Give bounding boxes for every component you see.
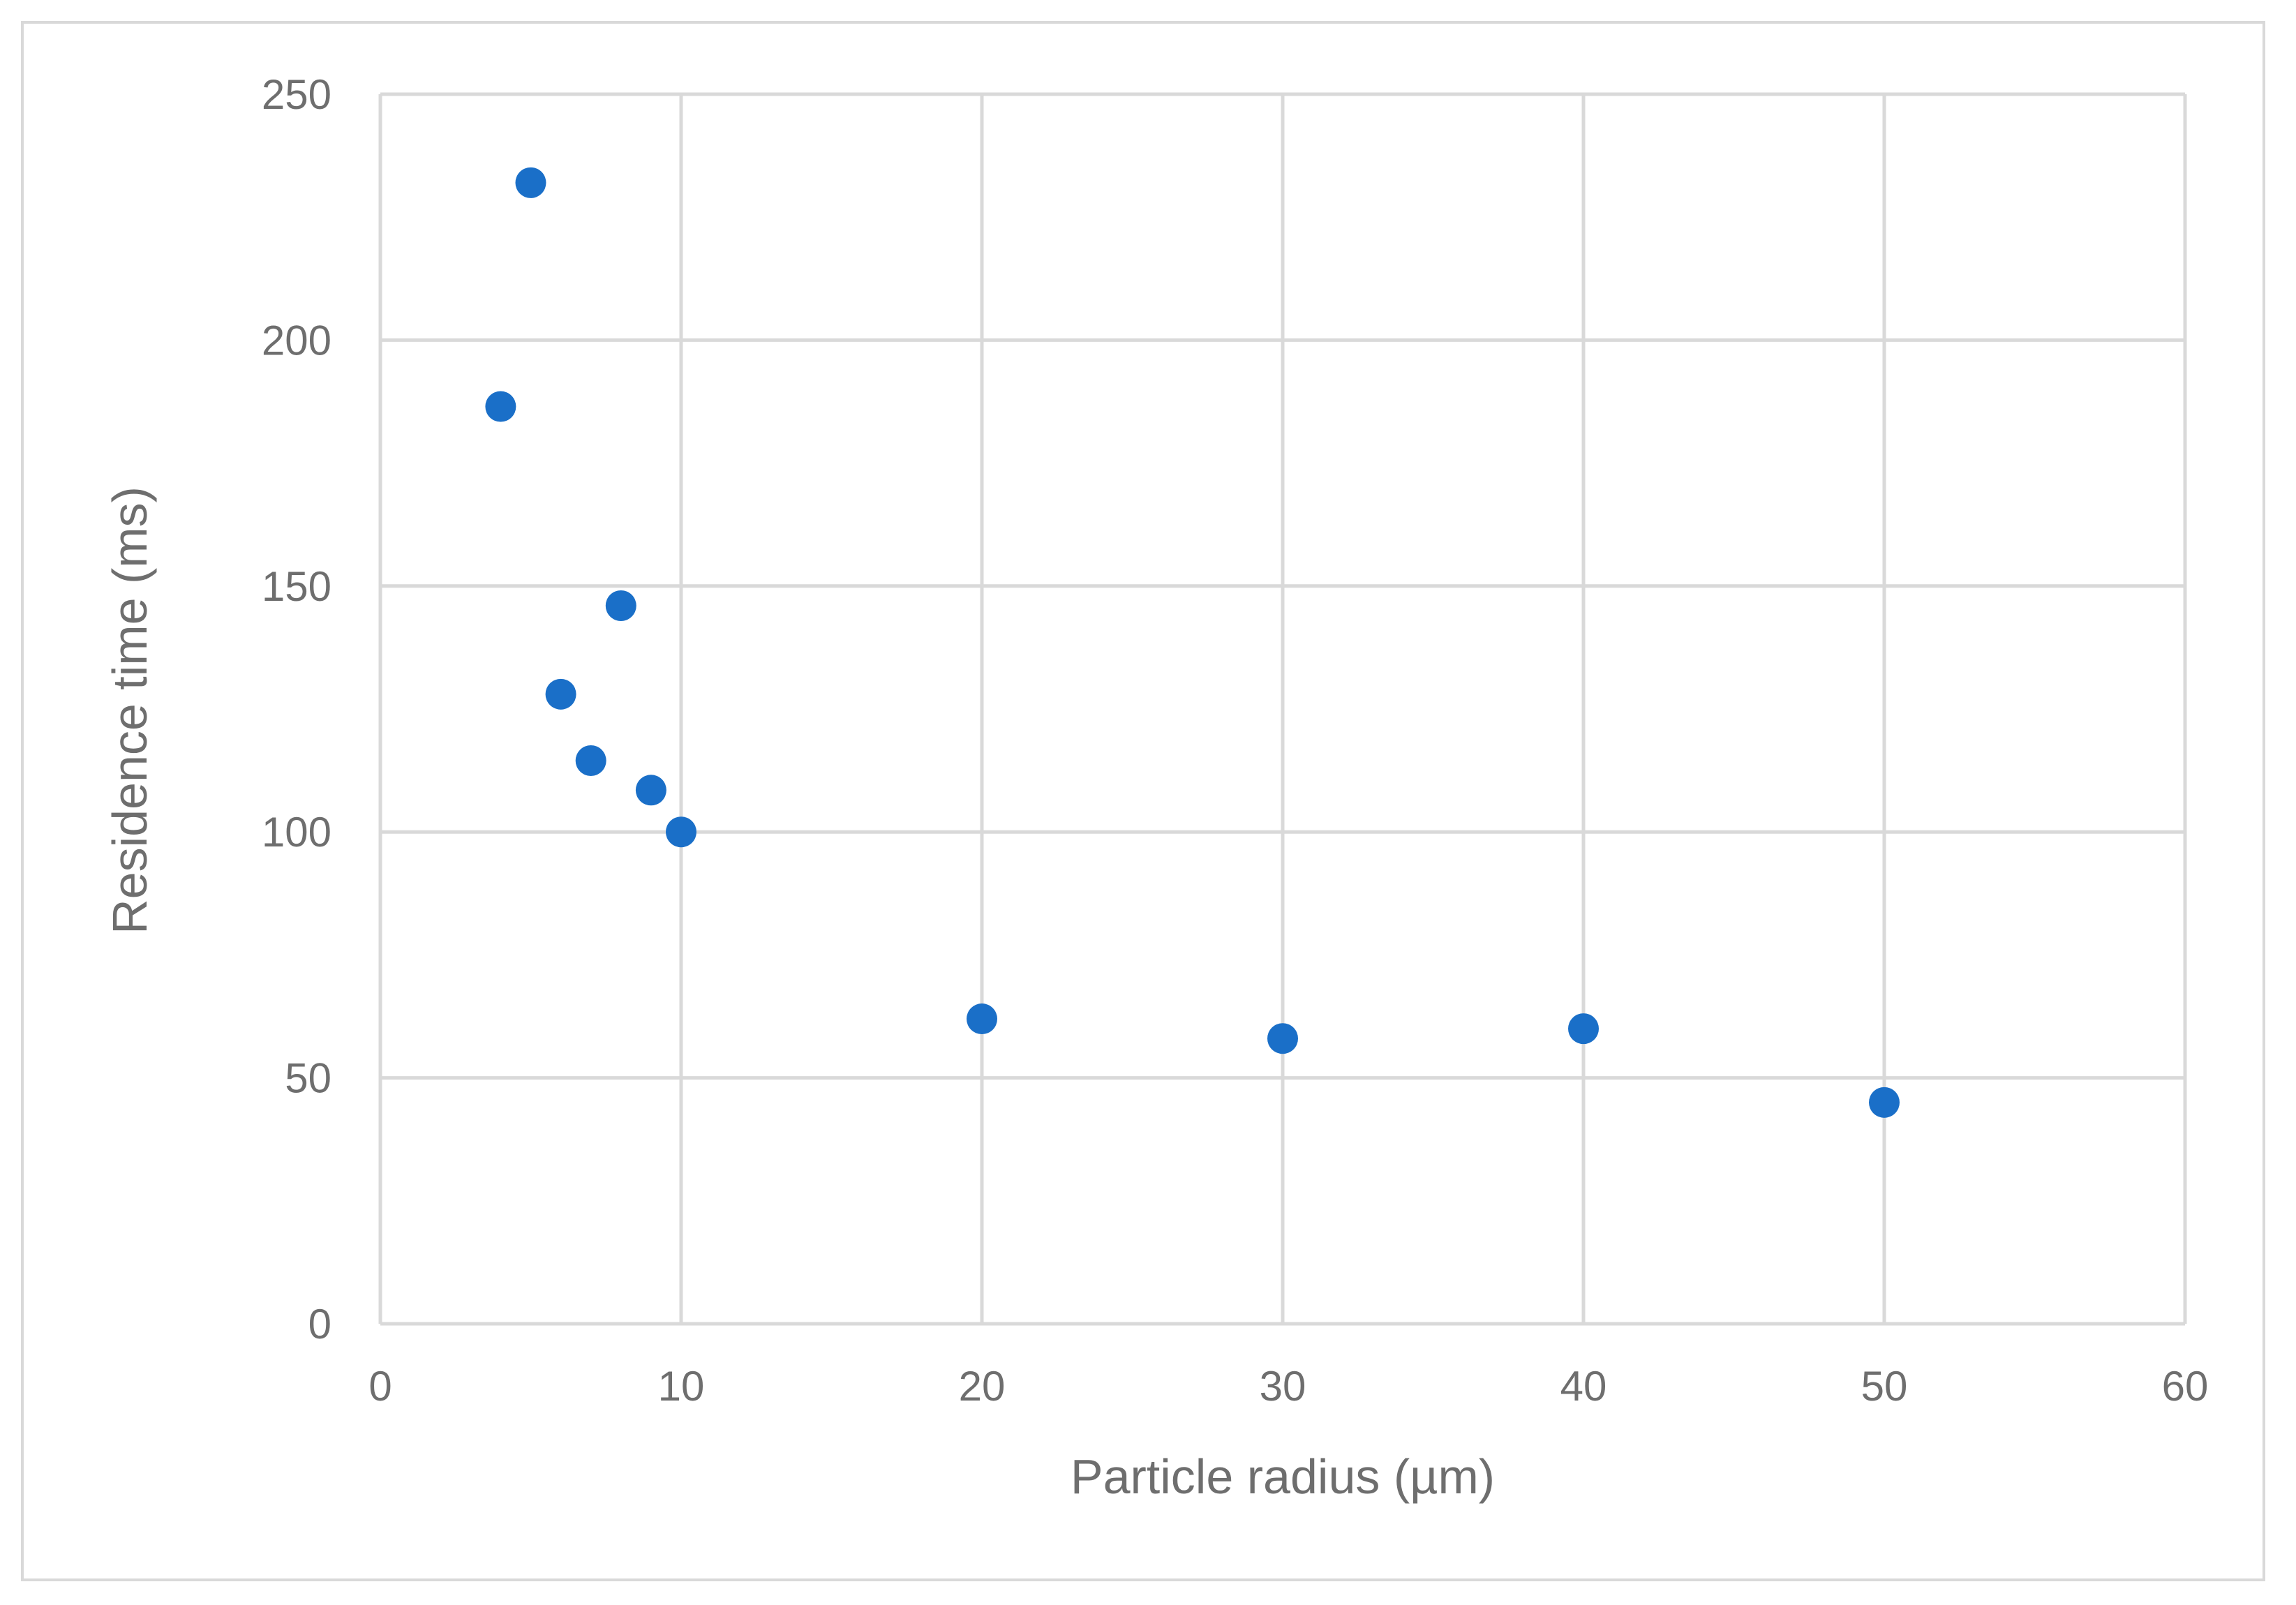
data-point (1267, 1023, 1298, 1054)
x-tick-label: 0 (368, 1363, 392, 1410)
y-tick-label: 50 (285, 1055, 331, 1102)
grid-layer (380, 92, 2187, 1324)
x-tick-label: 30 (1260, 1363, 1306, 1410)
y-tick-label: 200 (262, 317, 331, 364)
axis-layer (378, 94, 2185, 1326)
y-tick-label: 100 (262, 809, 331, 856)
data-point (1869, 1087, 1900, 1118)
y-tick-label: 0 (308, 1301, 331, 1348)
data-point (515, 167, 546, 198)
tick-label-layer: 0 10 20 30 40 50 60 0 50 100 150 200 250 (262, 71, 2208, 1410)
data-point (666, 816, 696, 848)
x-tick-label: 40 (1560, 1363, 1607, 1410)
data-point (605, 590, 636, 621)
x-tick-label: 20 (959, 1363, 1006, 1410)
x-tick-label: 60 (2162, 1363, 2209, 1410)
y-tick-label: 250 (262, 71, 331, 118)
data-point (485, 391, 516, 422)
data-points-layer (485, 167, 1900, 1118)
y-tick-label: 150 (262, 563, 331, 610)
y-axis-title: Residence time (ms) (103, 486, 157, 934)
x-tick-label: 50 (1861, 1363, 1908, 1410)
data-point (1568, 1013, 1599, 1045)
data-point (967, 1003, 997, 1035)
data-point (545, 678, 576, 710)
x-tick-label: 10 (658, 1363, 705, 1410)
chart-frame (21, 21, 2265, 1581)
data-point (575, 745, 606, 777)
data-point (635, 775, 666, 806)
x-axis-title: Particle radius (µm) (1071, 1449, 1495, 1504)
